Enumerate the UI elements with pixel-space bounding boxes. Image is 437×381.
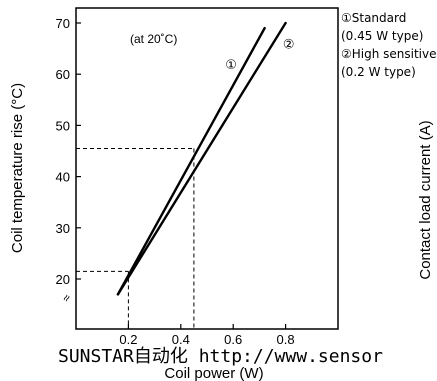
series-labels: ①② — [225, 38, 294, 73]
plot-frame — [75, 7, 339, 330]
condition-note: (at 20˚C) — [130, 32, 177, 46]
x-axis-title: Coil power (W) — [164, 365, 263, 381]
legend-line: (0.45 W type) — [341, 29, 423, 43]
series-marker-label: ② — [283, 38, 295, 53]
legend-line: ①Standard — [341, 11, 406, 25]
reference-lines — [76, 147, 195, 329]
legend-line: (0.2 W type) — [341, 65, 416, 79]
legend: ①Standard (0.45 W type) ②High sensitive … — [341, 11, 437, 79]
y-tick-label: 20 — [56, 272, 70, 287]
y-tick-label: 70 — [56, 16, 70, 31]
x-tick-label: 0.6 — [224, 332, 242, 347]
y-tick-label: 30 — [56, 221, 70, 236]
series-lines — [116, 21, 287, 296]
legend-line: ②High sensitive — [341, 47, 437, 61]
axes — [75, 7, 339, 330]
y-tick-label: 40 — [56, 170, 70, 185]
axis-break-symbol: ≈ — [59, 291, 75, 304]
series-line-2 — [116, 21, 287, 296]
series-marker-label: ① — [225, 58, 237, 73]
x-tick-label: 0.2 — [119, 332, 137, 347]
y-tick-label: 60 — [56, 67, 70, 82]
x-tick-label: 0.4 — [172, 332, 190, 347]
y-axis-title: Coil temperature rise (°C) — [9, 83, 26, 253]
x-tick-label: 0.8 — [277, 332, 295, 347]
watermark: SUNSTAR自动化 http://www.sensor — [58, 346, 383, 367]
y-axis-ticks: 20 30 40 50 60 70 — [56, 16, 81, 287]
y-tick-label: 50 — [56, 118, 70, 133]
series-line-1 — [116, 26, 266, 296]
right-axis-title: Contact load current (A) — [417, 120, 434, 279]
x-axis-ticks: 0.2 0.4 0.6 0.8 — [119, 324, 295, 347]
